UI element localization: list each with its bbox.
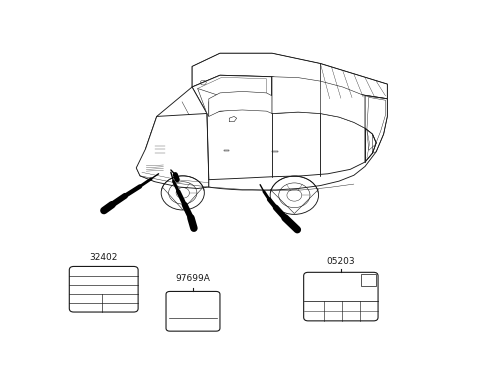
Bar xyxy=(361,274,376,286)
Polygon shape xyxy=(198,89,220,117)
Polygon shape xyxy=(192,75,272,113)
FancyBboxPatch shape xyxy=(304,272,378,321)
Text: 32402: 32402 xyxy=(90,253,118,262)
Polygon shape xyxy=(209,77,387,190)
Polygon shape xyxy=(145,133,168,165)
Polygon shape xyxy=(321,81,365,128)
Polygon shape xyxy=(192,53,387,99)
Text: 05203: 05203 xyxy=(326,257,355,267)
Polygon shape xyxy=(151,117,172,143)
Text: 97699A: 97699A xyxy=(176,274,211,283)
Polygon shape xyxy=(209,91,272,117)
Polygon shape xyxy=(136,113,209,188)
Polygon shape xyxy=(272,77,321,113)
FancyBboxPatch shape xyxy=(166,291,220,331)
Polygon shape xyxy=(156,87,207,128)
Polygon shape xyxy=(141,149,166,175)
FancyBboxPatch shape xyxy=(69,267,138,312)
Polygon shape xyxy=(229,117,237,122)
